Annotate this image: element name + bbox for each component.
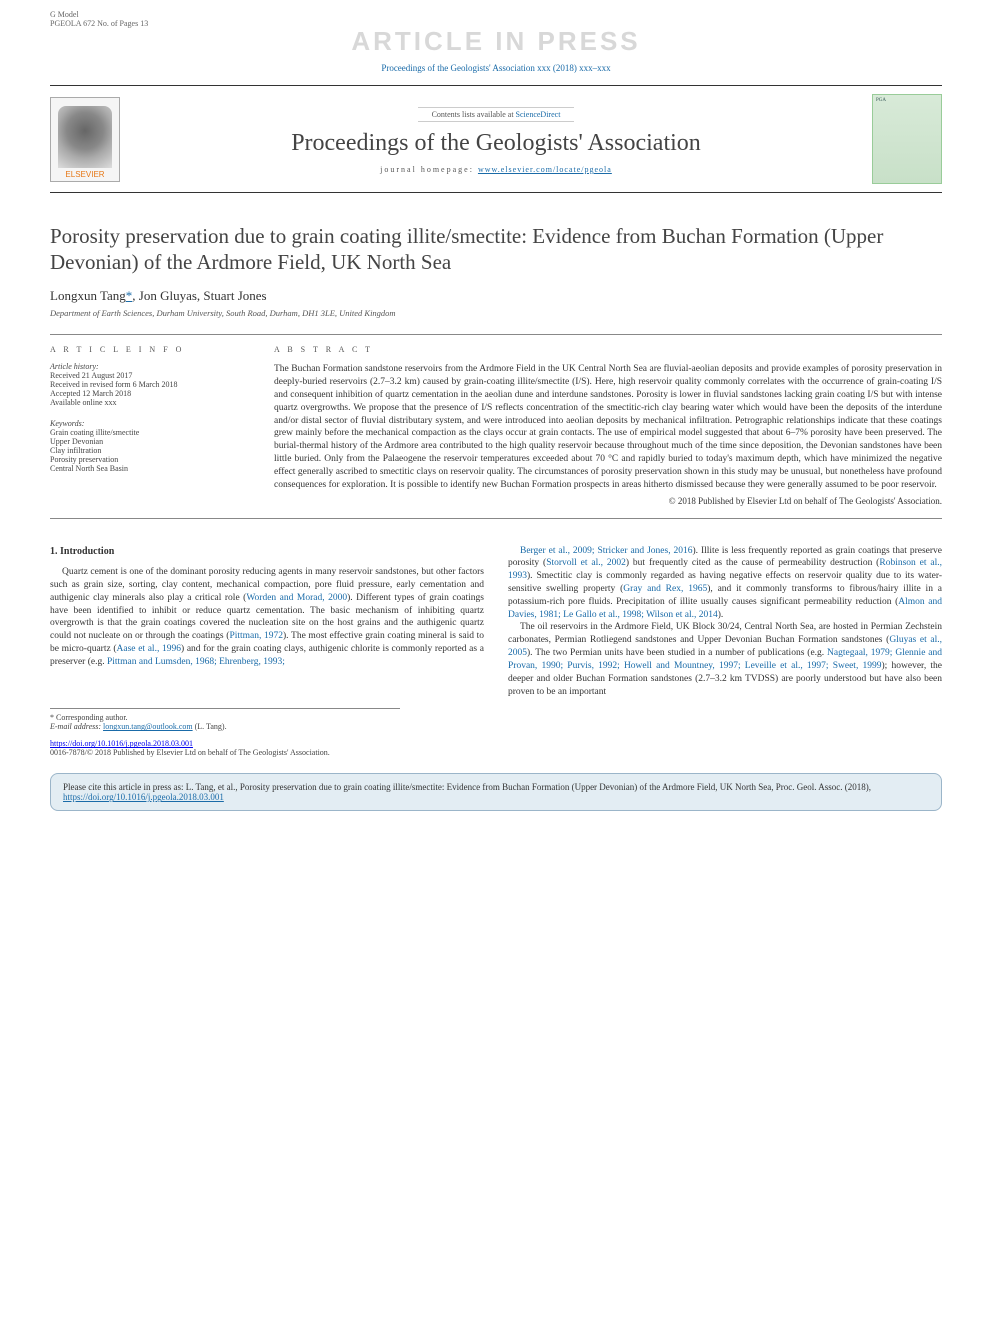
cover-abbrev: PGA [876,98,938,180]
abstract-panel: A B S T R A C T The Buchan Formation san… [274,345,942,508]
email-label: E-mail address: [50,722,103,731]
journal-masthead: ELSEVIER Contents lists available at Sci… [50,85,942,193]
body-paragraph: Berger et al., 2009; Stricker and Jones,… [508,545,942,622]
issn-copyright: 0016-7878/© 2018 Published by Elsevier L… [50,748,942,757]
body-paragraph: The oil reservoirs in the Ardmore Field,… [508,621,942,698]
model-label: G Model [50,10,148,19]
divider [50,334,942,335]
journal-cover-thumb: PGA [872,94,942,184]
contents-link-row: Contents lists available at ScienceDirec… [418,107,575,122]
sciencedirect-link[interactable]: ScienceDirect [516,110,561,119]
ref-link[interactable]: Pittman, 1972 [229,631,283,641]
ref-link[interactable]: Worden and Morad, 2000 [246,593,347,603]
publisher-logo: ELSEVIER [50,97,120,182]
info-abstract-row: A R T I C L E I N F O Article history: R… [50,345,942,508]
author-1: Longxun Tang [50,288,126,303]
affiliation: Department of Earth Sciences, Durham Uni… [50,308,942,318]
revised-date: Received in revised form 6 March 2018 [50,380,250,389]
corresponding-note: * Corresponding author. [50,713,400,722]
email-link[interactable]: longxun.tang@outlook.com [103,722,193,731]
ref-link[interactable]: Pittman and Lumsden, 1968; Ehrenberg, 19… [107,657,285,667]
body-columns: 1. Introduction Quartz cement is one of … [50,545,942,699]
ref-link[interactable]: Aase et al., 1996 [117,644,181,654]
email-suffix: (L. Tang). [193,722,227,731]
ref-link[interactable]: Gray and Rex, 1965 [623,584,707,594]
article-title: Porosity preservation due to grain coati… [50,223,942,276]
abstract-copyright: © 2018 Published by Elsevier Ltd on beha… [274,495,942,507]
article-info-heading: A R T I C L E I N F O [50,345,250,354]
keyword: Upper Devonian [50,437,250,446]
ref-link[interactable]: Storvoll et al., 2002 [546,558,626,568]
elsevier-tree-icon [58,106,112,168]
history-label: Article history: [50,362,250,371]
journal-homepage-row: journal homepage: www.elsevier.com/locat… [132,165,860,174]
keyword: Porosity preservation [50,455,250,464]
column-left: 1. Introduction Quartz cement is one of … [50,545,484,699]
body-paragraph: Quartz cement is one of the dominant por… [50,566,484,669]
keyword: Grain coating illite/smectite [50,428,250,437]
cite-doi-link[interactable]: https://doi.org/10.1016/j.pgeola.2018.03… [63,792,224,802]
doi-link[interactable]: https://doi.org/10.1016/j.pgeola.2018.03… [50,739,193,748]
footnotes: * Corresponding author. E-mail address: … [50,708,400,731]
received-date: Received 21 August 2017 [50,371,250,380]
author-list: Longxun Tang*, Jon Gluyas, Stuart Jones [50,288,942,304]
ref-link[interactable]: Berger et al., 2009; Stricker and Jones,… [520,546,693,556]
watermark-text: ARTICLE IN PRESS [0,26,992,57]
cite-text: Please cite this article in press as: L.… [63,782,871,792]
keyword: Clay infiltration [50,446,250,455]
journal-name: Proceedings of the Geologists' Associati… [132,130,860,157]
doi-block: https://doi.org/10.1016/j.pgeola.2018.03… [50,739,942,757]
model-code: PGEOLA 672 No. of Pages 13 [50,19,148,28]
cite-this-box: Please cite this article in press as: L.… [50,773,942,811]
column-right: Berger et al., 2009; Stricker and Jones,… [508,545,942,699]
running-citation: Proceedings of the Geologists' Associati… [0,63,992,73]
journal-homepage-link[interactable]: www.elsevier.com/locate/pgeola [478,165,612,174]
contents-prefix: Contents lists available at [432,110,516,119]
authors-rest: , Jon Gluyas, Stuart Jones [132,288,266,303]
online-date: Available online xxx [50,398,250,407]
abstract-heading: A B S T R A C T [274,345,942,356]
article-info-panel: A R T I C L E I N F O Article history: R… [50,345,250,508]
publisher-name: ELSEVIER [65,170,104,179]
keywords-label: Keywords: [50,419,250,428]
keyword: Central North Sea Basin [50,464,250,473]
abstract-text: The Buchan Formation sandstone reservoir… [274,363,942,491]
accepted-date: Accepted 12 March 2018 [50,389,250,398]
section-heading: 1. Introduction [50,545,484,559]
homepage-prefix: journal homepage: [380,165,478,174]
divider [50,518,942,519]
